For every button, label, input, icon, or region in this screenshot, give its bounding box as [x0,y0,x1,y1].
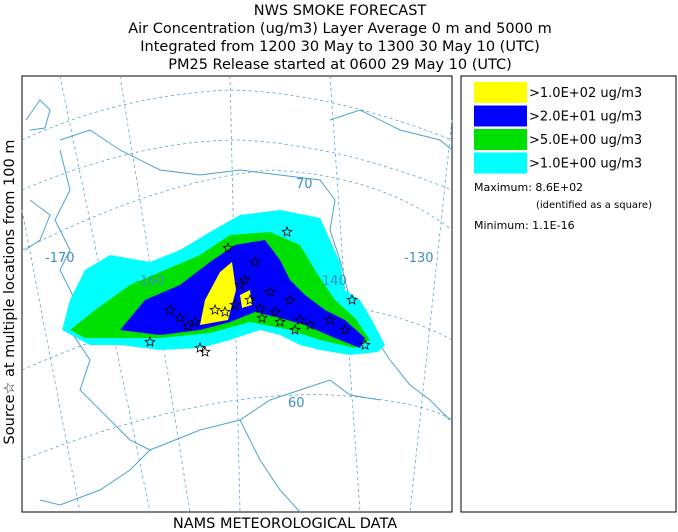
minimum: Minimum: 1.1E-16 [474,219,575,232]
source-star [339,323,351,335]
legend-label: >1.0E+00 ug/m3 [529,157,642,172]
source-star [254,301,266,313]
legend-swatch [474,105,527,127]
subtitle: Air Concentration (ug/m3) Layer Average … [128,21,552,37]
source-star [346,293,358,305]
side-label: Source☆ at multiple locations from 100 m [2,140,18,445]
source-star [239,273,251,285]
subtitle: Integrated from 1200 30 May to 1300 30 M… [140,39,540,55]
source-star [274,315,286,327]
source-star [189,315,201,327]
legend-swatch [474,152,527,174]
source-star [281,225,293,237]
footer: NAMS METEOROLOGICAL DATA [173,516,397,532]
title: NWS SMOKE FORECAST [254,3,427,19]
source-star [222,241,234,253]
source-star [256,311,268,323]
source-star [209,303,221,315]
header: NWS SMOKE FORECAST Air Concentration (ug… [128,3,552,73]
source-star [294,313,306,325]
coastline [24,99,453,513]
map: -170 -160 -130 140 70 60 [21,75,453,513]
source-star [144,335,156,347]
graticule-label: 140 [322,274,347,289]
source-star [229,298,241,310]
source-star [289,323,301,335]
graticule-label: -160 [135,274,165,289]
source-star [164,303,176,315]
legend-label: >1.0E+02 ug/m3 [529,86,642,101]
graticule-label: 70 [296,177,313,192]
maximum-note: (identified as a square) [536,200,652,211]
graticule-label: -170 [45,251,75,266]
source-markers [144,225,371,357]
maximum: Maximum: 8.6E+02 [474,181,583,194]
subtitle: PM25 Release started at 0600 29 May 10 (… [168,57,512,73]
legend-label: >5.0E+00 ug/m3 [529,133,642,148]
legend-swatch [474,129,527,150]
legend-label: >2.0E+01 ug/m3 [529,110,642,125]
source-star [359,338,371,350]
graticule-label: 60 [288,396,305,411]
source-star [219,305,231,317]
legend: Maximum: 8.6E+02 (identified as a square… [460,75,677,513]
source-star [249,255,261,267]
graticule-label: -130 [404,251,434,266]
source-star [324,313,336,325]
source-star [199,345,211,357]
source-star [182,319,194,331]
source-star [284,293,296,305]
source-star [244,293,256,305]
source-star [174,311,186,323]
source-star [304,318,316,330]
legend-swatch [474,82,527,103]
source-star [269,305,281,317]
source-star [264,285,276,297]
